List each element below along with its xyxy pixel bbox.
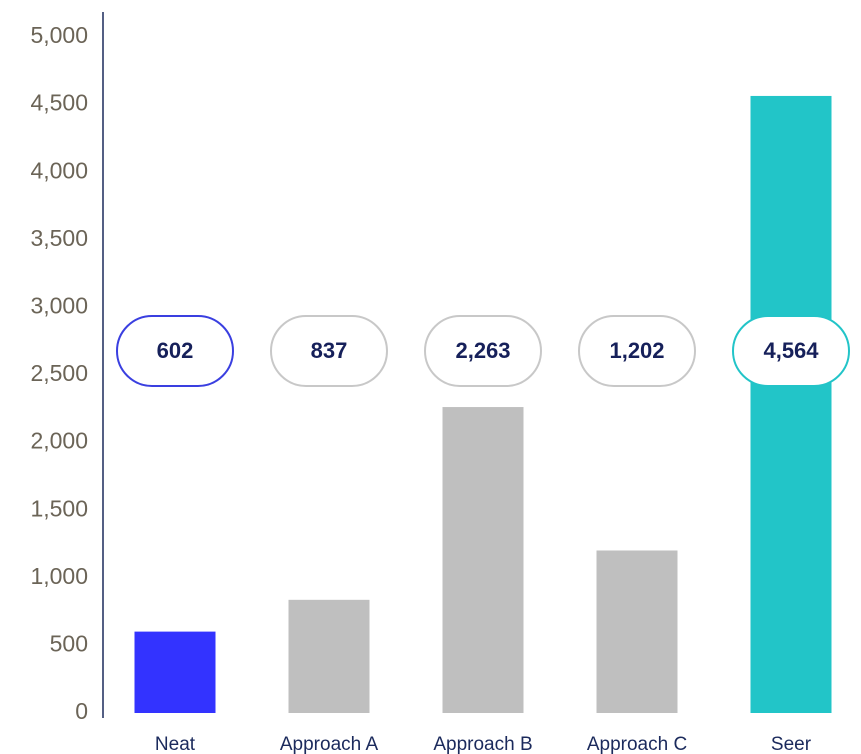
x-tick-label: Approach C [587,734,687,754]
bar [442,407,524,713]
bar [750,95,832,713]
y-tick-label: 2,500 [30,360,88,386]
value-label-pill [116,315,234,387]
y-tick-label: 0 [75,698,88,724]
y-tick-label: 3,500 [30,225,88,251]
value-label-pill [424,315,542,387]
bar [288,599,370,713]
y-tick-label: 2,000 [30,428,88,454]
y-tick-label: 1,500 [30,495,88,521]
value-label: 837 [311,338,348,363]
value-label: 2,263 [455,338,510,363]
value-label: 1,202 [609,338,664,363]
bar [596,550,678,713]
x-tick-label: Approach A [280,734,379,754]
value-label-pill [732,315,850,387]
value-label-pill [578,315,696,387]
bar [134,631,216,713]
value-label: 4,564 [763,338,819,363]
y-tick-label: 5,000 [30,22,88,48]
x-tick-label: Approach B [433,734,532,754]
x-tick-label: Neat [155,734,196,754]
y-tick-label: 4,000 [30,157,88,183]
x-tick-label: Seer [771,734,812,754]
value-label-pill [270,315,388,387]
value-label: 602 [157,338,194,363]
y-tick-label: 500 [50,630,88,656]
y-tick-label: 4,500 [30,90,88,116]
y-tick-label: 3,000 [30,292,88,318]
y-tick-label: 1,000 [30,563,88,589]
